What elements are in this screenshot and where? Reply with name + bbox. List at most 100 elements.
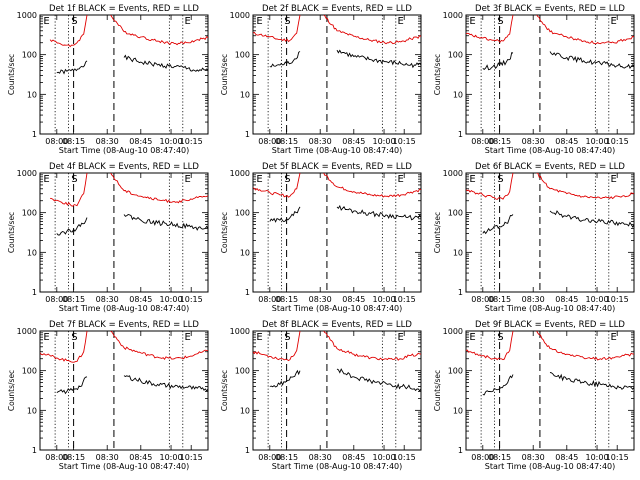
x-tick-label: 08:00 bbox=[258, 295, 281, 304]
x-axis-label: Start Time (08-Aug-10 08:47:40) bbox=[272, 146, 403, 155]
y-tick-label: 1000 bbox=[443, 11, 463, 20]
subplot-title: Det 1f BLACK = Events, RED = LLD bbox=[49, 4, 199, 14]
y-tick-label: 10 bbox=[240, 248, 250, 257]
y-tick-label: 1000 bbox=[17, 327, 37, 336]
subplot-title: Det 6f BLACK = Events, RED = LLD bbox=[475, 162, 625, 172]
y-tick-label: 100 bbox=[448, 209, 463, 218]
x-axis-label: Start Time (08-Aug-10 08:47:40) bbox=[272, 462, 403, 471]
y-tick-label: 1 bbox=[245, 446, 250, 455]
x-tick-label: 08:15 bbox=[62, 295, 85, 304]
x-tick-label: 10:00 bbox=[586, 453, 609, 462]
x-tick-label: 10:15 bbox=[606, 295, 629, 304]
y-tick-label: 100 bbox=[22, 51, 37, 60]
x-tick-label: 10:15 bbox=[606, 453, 629, 462]
marker-label-e: E bbox=[256, 16, 262, 27]
marker-label-e: E bbox=[610, 332, 616, 343]
y-tick-label: 10 bbox=[453, 90, 463, 99]
x-tick-label: 08:45 bbox=[129, 295, 152, 304]
plot-frame bbox=[252, 14, 422, 135]
y-axis-label: Counts/sec bbox=[7, 212, 16, 253]
subplot-7: Det 7f BLACK = Events, RED = LLD 1 10 100 10… bbox=[7, 320, 209, 471]
x-tick-label: 10:15 bbox=[393, 295, 416, 304]
x-tick-label: 08:30 bbox=[522, 137, 545, 146]
lld-series-line bbox=[536, 331, 634, 361]
y-tick-label: 100 bbox=[235, 51, 250, 60]
y-tick-label: 10 bbox=[453, 406, 463, 415]
x-tick-label: 10:15 bbox=[180, 295, 203, 304]
y-tick-label: 1 bbox=[458, 130, 463, 139]
events-series-line bbox=[56, 217, 88, 236]
lld-series-line bbox=[323, 15, 421, 45]
events-series-line bbox=[56, 60, 88, 75]
x-tick-label: 08:30 bbox=[96, 453, 119, 462]
x-tick-label: 08:15 bbox=[275, 295, 298, 304]
marker-label-e: E bbox=[256, 174, 262, 185]
lld-series-line bbox=[536, 173, 634, 200]
x-axis-label: Start Time (08-Aug-10 08:47:40) bbox=[59, 304, 190, 313]
lld-series-line bbox=[40, 331, 88, 363]
x-tick-label: 08:45 bbox=[342, 137, 365, 146]
marker-label-s: S bbox=[71, 174, 77, 185]
events-series-line bbox=[123, 375, 208, 392]
y-tick-label: 1000 bbox=[443, 169, 463, 178]
marker-label-e: E bbox=[610, 174, 616, 185]
events-series-line bbox=[549, 51, 634, 69]
events-series-line bbox=[549, 210, 634, 228]
marker-label-s: S bbox=[497, 332, 503, 343]
marker-label-s: S bbox=[71, 332, 77, 343]
marker-label-e: E bbox=[469, 174, 475, 185]
events-series-line bbox=[482, 214, 514, 235]
x-axis-label: Start Time (08-Aug-10 08:47:40) bbox=[272, 304, 403, 313]
x-axis-label: Start Time (08-Aug-10 08:47:40) bbox=[59, 146, 190, 155]
x-tick-label: 08:45 bbox=[342, 295, 365, 304]
marker-label-e: E bbox=[43, 332, 49, 343]
marker-label-e: E bbox=[469, 332, 475, 343]
y-tick-label: 10 bbox=[240, 406, 250, 415]
y-axis-label: Counts/sec bbox=[220, 54, 229, 95]
lld-series-line bbox=[323, 331, 421, 361]
x-tick-label: 08:30 bbox=[96, 137, 119, 146]
events-series-line bbox=[336, 204, 421, 221]
x-tick-label: 10:00 bbox=[160, 295, 183, 304]
y-tick-label: 100 bbox=[22, 367, 37, 376]
plot-frame bbox=[39, 172, 209, 293]
lld-series-line bbox=[50, 173, 88, 207]
marker-label-e: E bbox=[184, 174, 190, 185]
y-tick-label: 1 bbox=[458, 446, 463, 455]
marker-label-e: E bbox=[397, 16, 403, 27]
y-tick-label: 1 bbox=[32, 130, 37, 139]
y-axis-label: Counts/sec bbox=[7, 370, 16, 411]
x-tick-label: 10:00 bbox=[373, 137, 396, 146]
x-tick-label: 08:30 bbox=[309, 137, 332, 146]
x-tick-label: 10:15 bbox=[180, 137, 203, 146]
lld-series-line bbox=[536, 15, 634, 45]
events-series-line bbox=[269, 206, 301, 223]
events-series-line bbox=[336, 368, 421, 392]
marker-label-s: S bbox=[71, 16, 77, 27]
subplot-title: Det 5f BLACK = Events, RED = LLD bbox=[262, 162, 412, 172]
events-series-line bbox=[549, 372, 634, 390]
y-tick-label: 1000 bbox=[443, 327, 463, 336]
subplot-title: Det 4f BLACK = Events, RED = LLD bbox=[49, 162, 199, 172]
x-tick-label: 10:00 bbox=[373, 453, 396, 462]
lld-series-line bbox=[466, 15, 514, 43]
x-tick-label: 08:15 bbox=[62, 137, 85, 146]
subplot-title: Det 2f BLACK = Events, RED = LLD bbox=[262, 4, 412, 14]
y-tick-label: 1 bbox=[458, 288, 463, 297]
x-axis-label: Start Time (08-Aug-10 08:47:40) bbox=[485, 462, 616, 471]
marker-label-e: E bbox=[43, 16, 49, 27]
x-tick-label: 08:15 bbox=[488, 137, 511, 146]
x-tick-label: 08:30 bbox=[522, 453, 545, 462]
events-series-line bbox=[123, 54, 208, 72]
y-axis-label: Counts/sec bbox=[220, 370, 229, 411]
x-tick-label: 08:45 bbox=[129, 453, 152, 462]
y-tick-label: 1000 bbox=[230, 11, 250, 20]
x-axis-label: Start Time (08-Aug-10 08:47:40) bbox=[485, 146, 616, 155]
x-tick-label: 10:00 bbox=[586, 295, 609, 304]
y-tick-label: 100 bbox=[448, 367, 463, 376]
y-tick-label: 10 bbox=[27, 406, 37, 415]
x-tick-label: 08:15 bbox=[488, 295, 511, 304]
plot-frame bbox=[465, 330, 635, 451]
marker-label-e: E bbox=[43, 174, 49, 185]
